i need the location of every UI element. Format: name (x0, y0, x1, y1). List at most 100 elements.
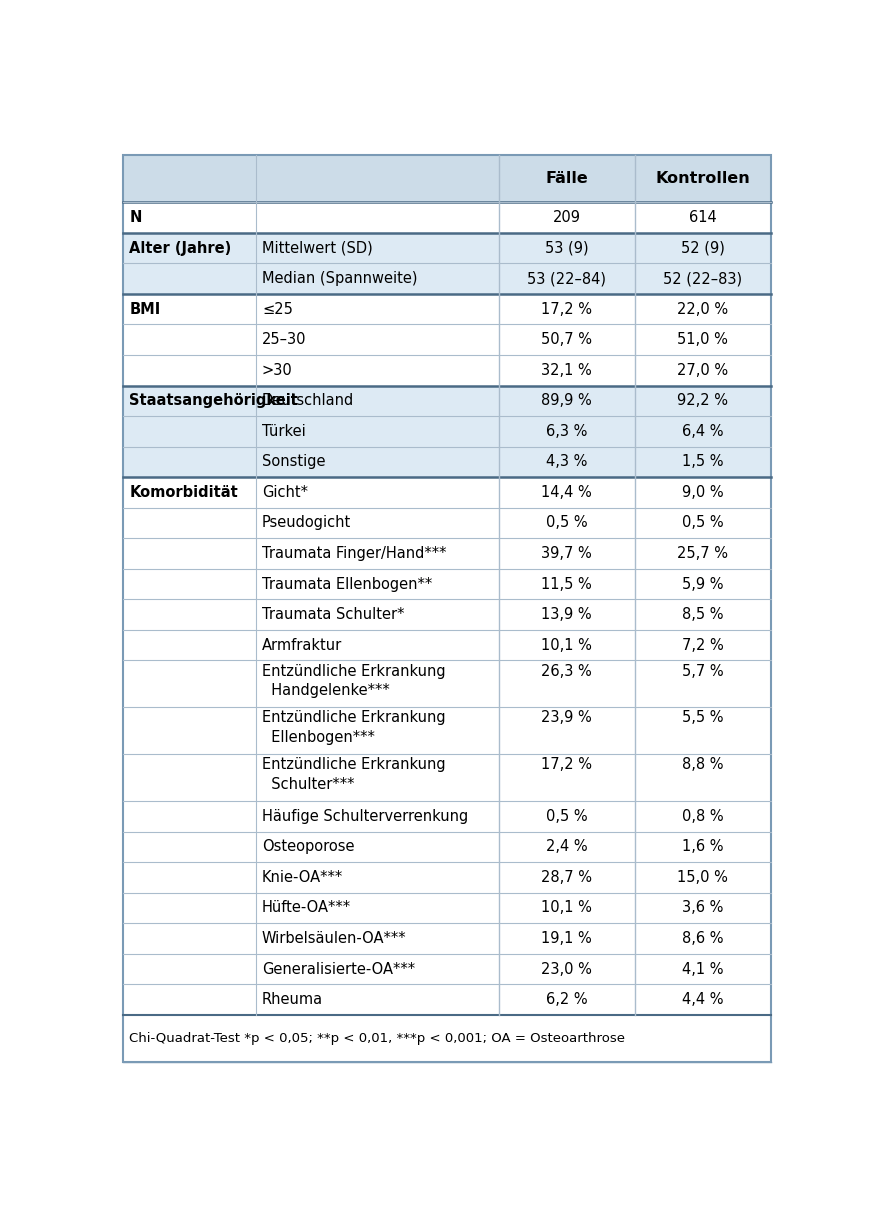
Text: 0,5 %: 0,5 % (546, 809, 588, 824)
Text: 50,7 %: 50,7 % (542, 333, 592, 347)
Text: 15,0 %: 15,0 % (678, 870, 728, 884)
Text: Alter (Jahre): Alter (Jahre) (129, 241, 231, 255)
Text: 17,2 %: 17,2 % (542, 757, 592, 772)
Bar (123, 893, 771, 923)
Text: Traumata Finger/Hand***: Traumata Finger/Hand*** (262, 546, 446, 562)
Bar (123, 754, 771, 801)
Text: 6,2 %: 6,2 % (546, 992, 588, 1007)
Text: 1,5 %: 1,5 % (682, 454, 724, 470)
Text: 11,5 %: 11,5 % (542, 576, 592, 592)
Text: >30: >30 (262, 363, 293, 377)
Text: ≤25: ≤25 (262, 301, 293, 317)
Bar (123, 831, 771, 862)
Text: Median (Spannweite): Median (Spannweite) (262, 271, 418, 286)
Text: 25,7 %: 25,7 % (678, 546, 728, 562)
Bar (123, 660, 771, 707)
Text: Osteoporose: Osteoporose (262, 840, 355, 854)
Text: Rheuma: Rheuma (262, 992, 324, 1007)
Text: 209: 209 (553, 210, 581, 225)
Text: Entzündliche Erkrankung
  Ellenbogen***: Entzündliche Erkrankung Ellenbogen*** (262, 711, 446, 745)
Text: Armfraktur: Armfraktur (262, 637, 342, 653)
Text: Hüfte-OA***: Hüfte-OA*** (262, 900, 351, 916)
Text: 51,0 %: 51,0 % (678, 333, 728, 347)
Text: 8,8 %: 8,8 % (682, 757, 724, 772)
Text: 14,4 %: 14,4 % (542, 484, 592, 500)
Text: 0,5 %: 0,5 % (682, 516, 724, 530)
Text: 8,5 %: 8,5 % (682, 607, 724, 622)
Bar (123, 294, 771, 324)
Text: 9,0 %: 9,0 % (682, 484, 724, 500)
Text: 53 (22–84): 53 (22–84) (528, 271, 606, 286)
Text: 10,1 %: 10,1 % (542, 900, 592, 916)
Text: Komorbidität: Komorbidität (129, 484, 238, 500)
Bar (123, 923, 771, 953)
Bar (123, 707, 771, 754)
Bar (123, 155, 771, 202)
Text: 19,1 %: 19,1 % (542, 931, 592, 946)
Text: 23,0 %: 23,0 % (542, 962, 592, 976)
Text: 10,1 %: 10,1 % (542, 637, 592, 653)
Bar (123, 264, 771, 294)
Text: Staatsangehörigkeit: Staatsangehörigkeit (129, 393, 298, 408)
Text: Gicht*: Gicht* (262, 484, 308, 500)
Text: 53 (9): 53 (9) (545, 241, 589, 255)
Text: Fälle: Fälle (545, 171, 588, 187)
Text: Sonstige: Sonstige (262, 454, 325, 470)
Bar (123, 447, 771, 477)
Text: 614: 614 (689, 210, 717, 225)
Text: 0,5 %: 0,5 % (546, 516, 588, 530)
Text: 4,1 %: 4,1 % (682, 962, 724, 976)
Text: 52 (22–83): 52 (22–83) (664, 271, 742, 286)
Text: 32,1 %: 32,1 % (542, 363, 592, 377)
Text: 6,3 %: 6,3 % (546, 424, 588, 439)
Text: 2,4 %: 2,4 % (546, 840, 588, 854)
Text: 1,6 %: 1,6 % (682, 840, 724, 854)
Text: 92,2 %: 92,2 % (678, 393, 728, 408)
Text: Knie-OA***: Knie-OA*** (262, 870, 344, 884)
Text: Kontrollen: Kontrollen (656, 171, 750, 187)
Text: 5,7 %: 5,7 % (682, 664, 724, 678)
Text: Entzündliche Erkrankung
  Schulter***: Entzündliche Erkrankung Schulter*** (262, 757, 446, 792)
Text: 6,4 %: 6,4 % (682, 424, 724, 439)
Text: 0,8 %: 0,8 % (682, 809, 724, 824)
Text: Chi-Quadrat-Test *p < 0,05; **p < 0,01, ***p < 0,001; OA = Osteoarthrose: Chi-Quadrat-Test *p < 0,05; **p < 0,01, … (129, 1031, 625, 1045)
Text: N: N (129, 210, 141, 225)
Text: 13,9 %: 13,9 % (542, 607, 592, 622)
Bar (123, 630, 771, 660)
Bar (123, 953, 771, 984)
Text: Entzündliche Erkrankung
  Handgelenke***: Entzündliche Erkrankung Handgelenke*** (262, 664, 446, 699)
Text: 17,2 %: 17,2 % (542, 301, 592, 317)
Text: Türkei: Türkei (262, 424, 306, 439)
Bar (123, 477, 771, 507)
Bar (123, 539, 771, 569)
Text: 89,9 %: 89,9 % (542, 393, 592, 408)
Bar (123, 202, 771, 233)
Text: 5,9 %: 5,9 % (682, 576, 724, 592)
Text: 52 (9): 52 (9) (681, 241, 725, 255)
Bar (123, 862, 771, 893)
Text: 26,3 %: 26,3 % (542, 664, 592, 678)
Bar (123, 324, 771, 355)
Text: 5,5 %: 5,5 % (682, 711, 724, 725)
Bar (123, 386, 771, 416)
Bar (123, 416, 771, 447)
Text: Häufige Schulterverrenkung: Häufige Schulterverrenkung (262, 809, 468, 824)
Text: Pseudogicht: Pseudogicht (262, 516, 351, 530)
Bar (123, 984, 771, 1015)
Bar (123, 233, 771, 264)
Text: 27,0 %: 27,0 % (678, 363, 728, 377)
Text: 22,0 %: 22,0 % (678, 301, 728, 317)
Text: 28,7 %: 28,7 % (542, 870, 592, 884)
Text: Traumata Schulter*: Traumata Schulter* (262, 607, 405, 622)
Text: 23,9 %: 23,9 % (542, 711, 592, 725)
Text: 39,7 %: 39,7 % (542, 546, 592, 562)
Text: Generalisierte-OA***: Generalisierte-OA*** (262, 962, 415, 976)
Text: Mittelwert (SD): Mittelwert (SD) (262, 241, 372, 255)
Text: 25–30: 25–30 (262, 333, 306, 347)
Text: Deutschland: Deutschland (262, 393, 354, 408)
Bar (123, 507, 771, 539)
Bar (123, 569, 771, 599)
Bar (123, 801, 771, 831)
Text: Wirbelsäulen-OA***: Wirbelsäulen-OA*** (262, 931, 406, 946)
Bar (123, 599, 771, 630)
